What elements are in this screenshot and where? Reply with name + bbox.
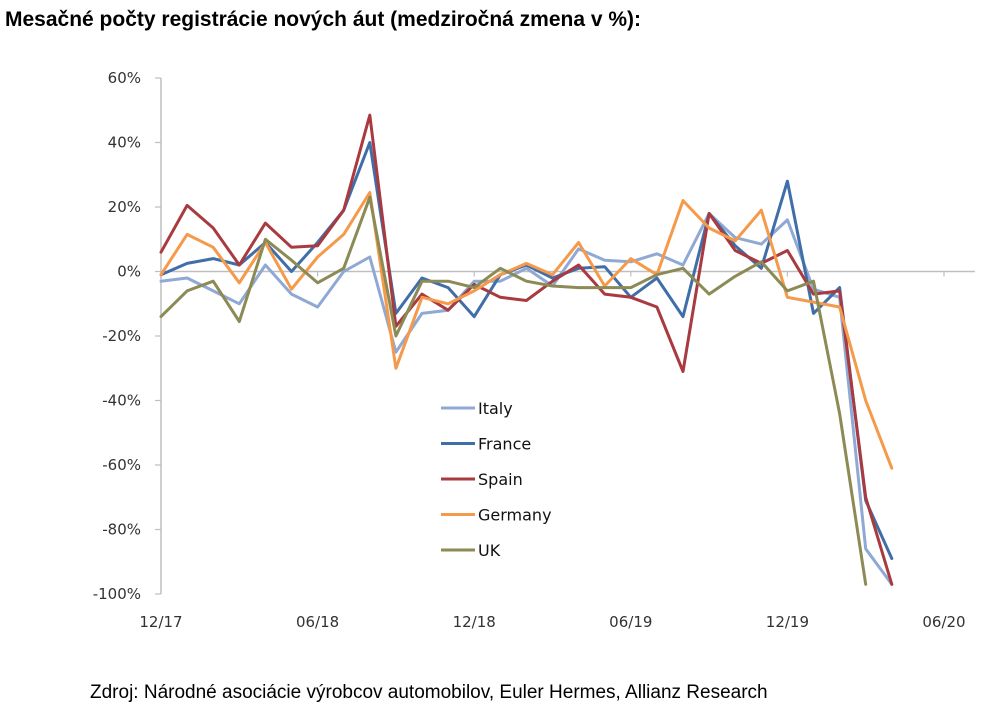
y-tick-label: 0% — [117, 263, 141, 281]
legend-label-france: France — [478, 435, 531, 454]
x-tick-label: 06/20 — [922, 613, 965, 631]
x-tick-label: 12/19 — [766, 613, 809, 631]
x-tick-label: 12/17 — [139, 613, 182, 631]
series-line-spain — [159, 113, 894, 586]
legend-label-germany: Germany — [478, 506, 552, 525]
series-line-germany — [159, 191, 894, 470]
series-line-italy — [159, 212, 894, 586]
series-line-uk — [159, 195, 868, 586]
x-tick-label: 06/18 — [296, 613, 339, 631]
series-line-france — [159, 141, 894, 560]
y-tick-label: -100% — [93, 585, 141, 603]
y-tick-label: 20% — [108, 198, 141, 216]
x-tick-label: 12/18 — [453, 613, 496, 631]
legend-label-spain: Spain — [478, 470, 523, 489]
legend-label-italy: Italy — [478, 399, 513, 418]
y-tick-label: -60% — [102, 456, 141, 474]
y-tick-label: -20% — [102, 327, 141, 345]
y-tick-label: -40% — [102, 392, 141, 410]
y-tick-label: 60% — [108, 69, 141, 87]
source-note: Zdroj: Národné asociácie výrobcov automo… — [90, 682, 768, 703]
y-tick-label: -80% — [102, 521, 141, 539]
chart-series — [159, 113, 894, 586]
chart-legend: Italy France Spain Germany UK — [441, 399, 552, 560]
chart-title: Mesačné počty registrácie nových áut (me… — [5, 8, 642, 31]
chart-axes: 60% 40% 20% 0% -20% -40% -60% -80% -100% 12/17 06/… — [93, 69, 975, 631]
legend-label-uk: UK — [478, 541, 501, 560]
y-tick-label: 40% — [108, 134, 141, 152]
x-tick-label: 06/19 — [609, 613, 652, 631]
